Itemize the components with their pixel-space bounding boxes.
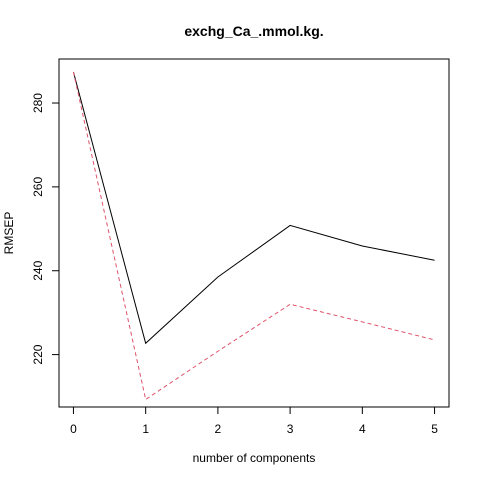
x-tick-label: 1: [142, 422, 149, 436]
y-axis-label: RMSEP: [2, 212, 16, 255]
y-tick-label: 280: [31, 93, 45, 113]
series-line-1: [72, 71, 435, 401]
series-line-0: [72, 71, 435, 345]
series-layer: [72, 71, 435, 401]
x-tick-label: 2: [215, 422, 222, 436]
plot-frame: [58, 58, 450, 408]
chart-title: exchg_Ca_.mmol.kg.: [184, 23, 323, 39]
x-tick-label: 0: [70, 422, 77, 436]
x-axis-label: number of components: [193, 451, 316, 465]
y-tick-label: 220: [31, 344, 45, 364]
x-tick-label: 3: [287, 422, 294, 436]
x-tick-label: 4: [359, 422, 366, 436]
x-tick-label: 5: [431, 422, 438, 436]
y-axis: 220 240 260 280: [31, 93, 60, 365]
y-tick-label: 240: [31, 260, 45, 280]
y-tick-label: 260: [31, 177, 45, 197]
x-axis: 0 1 2 3 4 5: [70, 406, 438, 436]
